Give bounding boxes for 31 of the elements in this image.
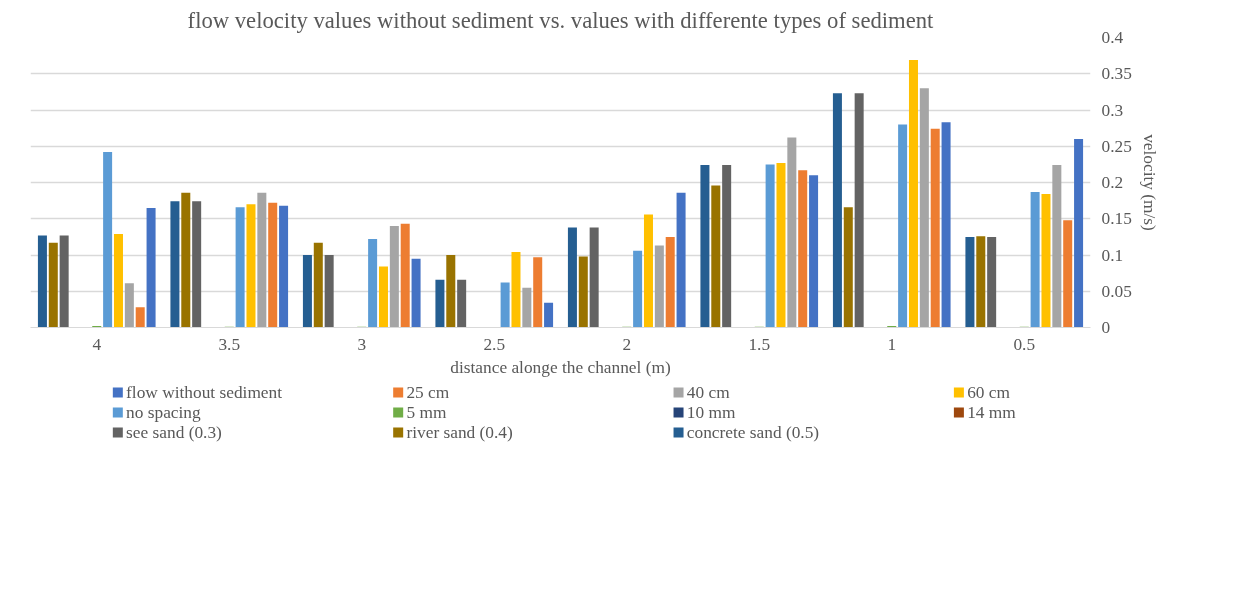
x-tick-label: 2.5 — [483, 334, 506, 354]
x-tick-label: 1 — [887, 334, 897, 354]
y-tick-label: 0.05 — [1101, 281, 1132, 301]
legend-label: concrete sand (0.5) — [686, 423, 820, 442]
chart-title: flow velocity values without sediment vs. values with differente types of sediment — [187, 7, 935, 33]
legend-label: 14 mm — [967, 403, 1017, 422]
legend-label: no spacing — [126, 403, 202, 422]
legend-label: see sand (0.3) — [126, 423, 223, 442]
legend-label: 25 cm — [406, 383, 450, 402]
y-tick-label: 0.2 — [1101, 173, 1124, 192]
y-tick-label: 0.1 — [1101, 245, 1124, 265]
y-axis-title: velocity (m/s) — [1139, 134, 1159, 232]
legend-label: 60 cm — [967, 383, 1011, 402]
y-tick-label: 0 — [1101, 318, 1111, 337]
y-tick-label: 0.25 — [1101, 136, 1132, 156]
x-tick-label: 1.5 — [748, 334, 771, 354]
legend-label: 5 mm — [406, 403, 447, 422]
y-tick-label: 0.3 — [1101, 100, 1124, 120]
x-tick-label: 0.5 — [1013, 334, 1036, 354]
x-tick-label: 2 — [622, 334, 632, 354]
x-axis-title: distance alonge the channel (m) — [450, 357, 671, 377]
y-tick-label: 0.35 — [1101, 64, 1132, 84]
legend-label: 40 cm — [686, 383, 731, 402]
x-tick-label: 4 — [92, 334, 102, 354]
y-tick-label: 0.15 — [1101, 209, 1132, 229]
legend-label: 10 mm — [686, 403, 736, 422]
legend-label: river sand (0.4) — [406, 423, 514, 442]
x-tick-label: 3 — [357, 334, 367, 354]
x-tick-label: 3.5 — [218, 334, 241, 354]
y-tick-label: 0.4 — [1101, 28, 1124, 47]
legend-label: flow without sediment — [126, 383, 283, 402]
